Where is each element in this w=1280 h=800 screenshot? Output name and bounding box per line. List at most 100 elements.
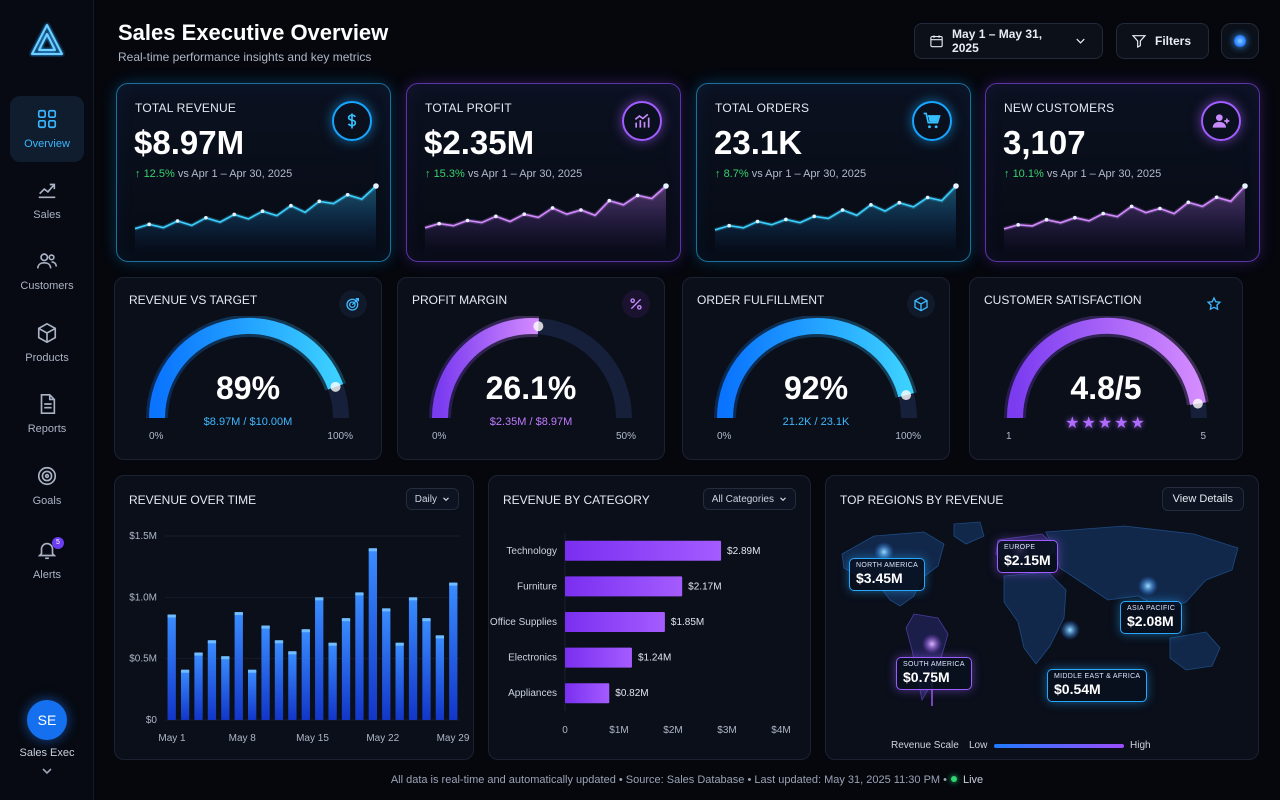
gauge-card-order-fulfillment[interactable]: ORDER FULFILLMENT 92% 21.2K / 23.1K 0% 1… (682, 277, 950, 460)
asia-pacific-hotspot (1138, 576, 1158, 596)
sidebar-item-reports[interactable]: Reports (10, 381, 84, 447)
bar-highlight (435, 635, 445, 639)
sidebar-item-alerts[interactable]: 5 Alerts (10, 527, 84, 593)
south-america-hotspot (922, 634, 942, 654)
bar-value-label: $0.82M (615, 688, 648, 699)
live-indicator-icon (950, 776, 957, 782)
sparkline-point (1186, 200, 1191, 205)
bar (341, 618, 351, 720)
gauge-indicator (1192, 398, 1203, 409)
filters-button[interactable]: Filters (1116, 23, 1209, 59)
x-tick-label: 0 (562, 725, 568, 736)
gauge-card-profit-margin[interactable]: PROFIT MARGIN 26.1% $2.35M / $8.97M 0% 5… (397, 277, 665, 460)
sidebar-item-products[interactable]: Products (10, 310, 84, 376)
sparkline-line (134, 185, 377, 230)
gauge-card-revenue-vs-target[interactable]: REVENUE VS TARGET 89% $8.97M / $10.00M 0… (114, 277, 382, 460)
kpi-delta-percent: 10.1% (1012, 168, 1044, 180)
bar-highlight (422, 618, 431, 622)
rating-stars: ★★★★★ (1065, 415, 1147, 432)
australia-shape (1169, 631, 1221, 671)
region-name: MIDDLE EAST & AFRICA (1054, 673, 1141, 680)
bar-highlight (194, 652, 203, 656)
middle-east-hotspot (1060, 620, 1080, 640)
bar-highlight (315, 597, 324, 601)
kpi-delta-percent: 15.3% (433, 168, 465, 180)
category-select[interactable]: All Categories (702, 488, 796, 510)
region-tag-europe[interactable]: EUROPE $2.15M (997, 540, 1058, 573)
region-name: ASIA PACIFIC (1127, 605, 1176, 612)
star-icon (1200, 290, 1228, 318)
x-tick-label: May 15 (296, 733, 329, 744)
panel-title: TOP REGIONS BY REVENUE (840, 493, 1004, 507)
kpi-card-total-revenue[interactable]: TOTAL REVENUE $8.97M ↑ 12.5% vs Apr 1 – … (116, 83, 391, 262)
app-logo-icon[interactable] (28, 22, 66, 58)
sidebar-item-goals[interactable]: Goals (10, 453, 84, 519)
bar-value-label: $1.24M (638, 653, 671, 664)
sidebar-item-customers[interactable]: Customers (10, 238, 84, 304)
assistant-button[interactable] (1221, 23, 1259, 59)
sparkline-point (840, 208, 845, 212)
kpi-card-total-orders[interactable]: TOTAL ORDERS 23.1K ↑ 8.7% vs Apr 1 – Apr… (696, 83, 971, 262)
filters-label: Filters (1155, 34, 1192, 48)
gauge-sub: $8.97M / $10.00M (203, 416, 293, 428)
sparkline-point (1016, 223, 1020, 227)
sparkline-point (522, 212, 527, 217)
region-tag-middle-east-africa[interactable]: MIDDLE EAST & AFRICA $0.54M (1047, 669, 1148, 702)
sidebar-item-overview[interactable]: Overview (10, 96, 84, 162)
bell-icon (37, 542, 57, 560)
filter-icon (1131, 35, 1147, 48)
chevron-down-icon[interactable] (40, 766, 54, 776)
legend-high: High (1130, 740, 1151, 751)
region-tag-north-america[interactable]: NORTH AMERICA $3.45M (849, 558, 926, 591)
bar (422, 618, 431, 720)
bar-highlight (449, 582, 458, 586)
sparkline-point (175, 219, 180, 223)
user-name[interactable]: Sales Exec (19, 747, 75, 759)
sparkline-point (147, 222, 151, 227)
region-value: $0.54M (1054, 681, 1101, 697)
avatar[interactable]: SE (27, 700, 67, 740)
kpi-delta: ↑ 8.7% vs Apr 1 – Apr 30, 2025 (715, 168, 866, 180)
region-value: $0.75M (903, 669, 950, 685)
region-tag-south-america[interactable]: SOUTH AMERICA $0.75M (896, 657, 972, 690)
sidebar-item-sales[interactable]: Sales (10, 167, 84, 233)
region-value: $2.08M (1127, 613, 1174, 629)
region-tag-asia-pacific[interactable]: ASIA PACIFIC $2.08M (1120, 601, 1183, 634)
bar-highlight (341, 618, 351, 622)
sparkline-point (755, 219, 760, 224)
granularity-select[interactable]: Daily (405, 488, 459, 510)
bar-highlight (301, 629, 310, 633)
bar (328, 642, 337, 720)
cube-icon (907, 290, 935, 318)
category-label: Electronics (508, 653, 557, 664)
africa-shape (1003, 571, 1067, 665)
revenue-over-time-chart: $0 $0.5M $1.0M $1.5M May 1 May 8 May 15 May 22 M… (129, 531, 470, 744)
gauge-card-customer-satisfaction[interactable]: CUSTOMER SATISFACTION 4.8/5 ★★★★★ 1 5 (969, 277, 1243, 460)
view-details-button[interactable]: View Details (1161, 487, 1244, 511)
kpi-card-new-customers[interactable]: NEW CUSTOMERS 3,107 ↑ 10.1% vs Apr 1 – A… (985, 83, 1260, 262)
gauge-fill (717, 318, 914, 419)
kpi-label: TOTAL PROFIT (425, 101, 512, 115)
customers-sparkline (1003, 183, 1248, 254)
bar (180, 669, 190, 720)
gauge-title: CUSTOMER SATISFACTION (984, 293, 1142, 307)
gauge-min: 0% (717, 431, 732, 442)
kpi-card-total-profit[interactable]: TOTAL PROFIT $2.35M ↑ 15.3% vs Apr 1 – A… (406, 83, 681, 262)
sparkline-point (494, 214, 498, 219)
bar-highlight (234, 612, 243, 616)
sidebar-item-label: Customers (20, 280, 74, 292)
x-tick-label: May 8 (229, 733, 257, 744)
panel-revenue-by-category: REVENUE BY CATEGORY All Categories 0 $1M $… (488, 475, 811, 760)
panel-title: REVENUE OVER TIME (129, 493, 257, 507)
grid-icon (37, 109, 57, 129)
gauge-min: 1 (1006, 431, 1012, 442)
sparkline-point (579, 208, 583, 212)
bar-highlight (180, 669, 190, 673)
date-range-picker[interactable]: May 1 – May 31, 2025 (914, 23, 1103, 59)
sparkline-point (784, 217, 788, 222)
bar (221, 656, 230, 720)
category-value: All Categories (711, 493, 774, 505)
bar (194, 652, 203, 720)
gauge-min: 0% (149, 431, 164, 442)
sparkline-point (317, 199, 322, 204)
